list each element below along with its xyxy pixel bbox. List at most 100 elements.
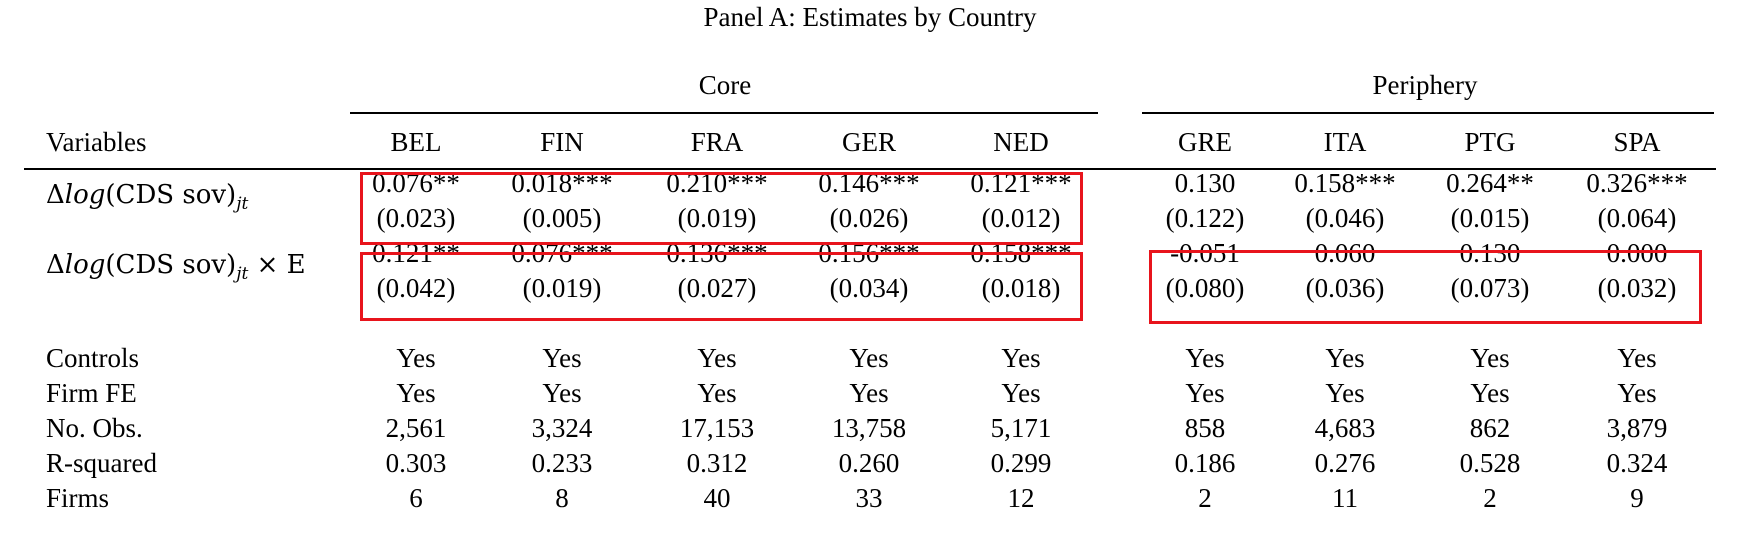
- label-inner: (CDS sov): [105, 180, 237, 210]
- std-error-cell: (0.027): [677, 273, 757, 303]
- highlight-box-periphery-row2: [1149, 250, 1702, 324]
- column-header-fin: FIN: [540, 127, 584, 157]
- stat-row-label: Firms: [46, 483, 110, 513]
- stat-cell: Yes: [1617, 343, 1657, 373]
- stat-cell: 0.186: [1174, 448, 1236, 478]
- estimate-cell: 0.158***: [1294, 168, 1396, 198]
- stat-cell: Yes: [849, 378, 889, 408]
- stat-row-label: Firm FE: [46, 378, 137, 408]
- stat-cell: Yes: [1470, 343, 1510, 373]
- stat-cell: 6: [409, 483, 423, 513]
- std-error-cell: (0.032): [1597, 273, 1677, 303]
- std-error-cell: (0.080): [1165, 273, 1245, 303]
- std-error-cell: (0.023): [376, 203, 456, 233]
- core-group-rule: [350, 112, 1098, 114]
- estimate-cell: 0.000: [1606, 238, 1668, 268]
- label-inner: (CDS sov): [105, 250, 237, 280]
- estimate-cell: 0.264**: [1446, 168, 1534, 198]
- stat-cell: 0.299: [990, 448, 1052, 478]
- group-label-core: Core: [698, 70, 752, 100]
- std-error-cell: (0.036): [1305, 273, 1385, 303]
- stat-row-label: R-squared: [46, 448, 157, 478]
- coef-row-label-1: Δlog(CDS sov)jt: [46, 179, 249, 214]
- label-suffix: × E: [248, 250, 306, 280]
- estimate-cell: 0.130: [1459, 238, 1521, 268]
- std-error-cell: (0.026): [829, 203, 909, 233]
- column-header-ita: ITA: [1323, 127, 1367, 157]
- stat-cell: 0.233: [531, 448, 593, 478]
- estimate-cell: 0.130: [1174, 168, 1236, 198]
- stat-cell: Yes: [697, 343, 737, 373]
- stat-cell: 0.276: [1314, 448, 1376, 478]
- stat-cell: Yes: [849, 343, 889, 373]
- label-subscript: jt: [236, 264, 249, 284]
- stat-cell: Yes: [1001, 378, 1041, 408]
- std-error-cell: (0.015): [1450, 203, 1530, 233]
- stat-cell: 5,171: [990, 413, 1052, 443]
- column-header-gre: GRE: [1178, 127, 1232, 157]
- stat-cell: 12: [1007, 483, 1035, 513]
- stat-cell: 40: [703, 483, 731, 513]
- std-error-cell: (0.012): [981, 203, 1061, 233]
- stat-cell: Yes: [396, 378, 436, 408]
- stat-cell: 33: [855, 483, 883, 513]
- label-delta: Δ: [46, 250, 65, 280]
- stat-cell: 0.312: [686, 448, 748, 478]
- stat-cell: 17,153: [679, 413, 755, 443]
- stat-cell: 0.260: [838, 448, 900, 478]
- std-error-cell: (0.042): [376, 273, 456, 303]
- column-header-spa: SPA: [1613, 127, 1661, 157]
- stat-cell: Yes: [542, 378, 582, 408]
- label-log: log: [64, 180, 106, 210]
- stat-cell: 2,561: [385, 413, 447, 443]
- column-header-ger: GER: [842, 127, 896, 157]
- std-error-cell: (0.034): [829, 273, 909, 303]
- estimate-cell: 0.326***: [1586, 168, 1688, 198]
- std-error-cell: (0.019): [677, 203, 757, 233]
- stat-cell: Yes: [396, 343, 436, 373]
- stat-cell: Yes: [542, 343, 582, 373]
- stat-cell: 0.324: [1606, 448, 1668, 478]
- std-error-cell: (0.005): [522, 203, 602, 233]
- highlight-box-core-row1: [360, 172, 1083, 245]
- stat-row-label: No. Obs.: [46, 413, 143, 443]
- stat-cell: 0.303: [385, 448, 447, 478]
- label-log: log: [64, 250, 106, 280]
- stat-cell: Yes: [697, 378, 737, 408]
- stat-cell: 862: [1469, 413, 1511, 443]
- coef-row-label-2: Δlog(CDS sov)jt × E: [46, 249, 306, 284]
- stat-cell: 4,683: [1314, 413, 1376, 443]
- stat-cell: Yes: [1325, 378, 1365, 408]
- highlight-box-core-row2: [360, 252, 1083, 321]
- column-header-ptg: PTG: [1464, 127, 1516, 157]
- variables-header: Variables: [46, 127, 147, 157]
- stat-cell: Yes: [1470, 378, 1510, 408]
- header-rule: [24, 168, 1716, 170]
- std-error-cell: (0.073): [1450, 273, 1530, 303]
- std-error-cell: (0.019): [522, 273, 602, 303]
- estimate-cell: -0.051: [1170, 238, 1240, 268]
- column-header-ned: NED: [993, 127, 1049, 157]
- stat-cell: 9: [1630, 483, 1644, 513]
- stat-cell: 858: [1184, 413, 1226, 443]
- stat-cell: Yes: [1617, 378, 1657, 408]
- estimate-cell: 0.060: [1314, 238, 1376, 268]
- stat-cell: 3,324: [531, 413, 593, 443]
- std-error-cell: (0.046): [1305, 203, 1385, 233]
- stat-cell: Yes: [1185, 343, 1225, 373]
- stat-cell: Yes: [1185, 378, 1225, 408]
- group-label-periphery: Periphery: [1372, 70, 1478, 100]
- std-error-cell: (0.064): [1597, 203, 1677, 233]
- stat-cell: 0.528: [1459, 448, 1521, 478]
- stat-cell: 3,879: [1606, 413, 1668, 443]
- label-subscript: jt: [236, 194, 249, 214]
- stat-cell: 8: [555, 483, 569, 513]
- stat-cell: Yes: [1325, 343, 1365, 373]
- table-title: Panel A: Estimates by Country: [703, 2, 1037, 32]
- stat-cell: 11: [1332, 483, 1358, 513]
- stat-cell: 2: [1483, 483, 1497, 513]
- stat-cell: 13,758: [831, 413, 907, 443]
- column-header-fra: FRA: [690, 127, 744, 157]
- stat-cell: Yes: [1001, 343, 1041, 373]
- stat-row-label: Controls: [46, 343, 140, 373]
